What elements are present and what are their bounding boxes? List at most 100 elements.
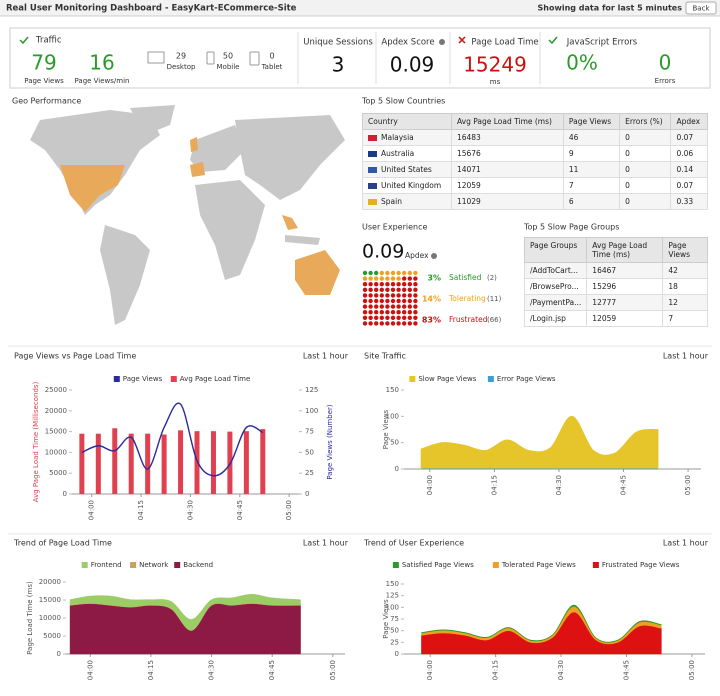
experience-dot: [379, 321, 384, 326]
experience-dot: [390, 287, 396, 292]
experience-dot: [402, 298, 407, 304]
experience-dot: [385, 298, 390, 304]
experience-dot: [362, 304, 368, 309]
cell: Australia: [362, 145, 452, 162]
line: [81, 402, 264, 477]
cell: 0: [619, 193, 672, 210]
y-axis-label: Page Load Time (ms): [26, 581, 34, 655]
x-tick-label: 04:45: [236, 500, 244, 520]
experience-count: (2): [487, 274, 497, 282]
greenland: [130, 105, 175, 135]
experience-dot: [396, 287, 401, 292]
kpi-text: 79: [31, 51, 56, 75]
south-america: [100, 225, 150, 325]
experience-dot: [396, 298, 401, 304]
back-label: Back: [693, 5, 711, 13]
kpi-text: 0%: [566, 51, 598, 75]
section-title: Top 5 Slow Countries: [361, 97, 445, 106]
chart-title: Trend of Page Load Time: [13, 539, 112, 548]
column-header: Avg Page Load Time (ms): [586, 237, 664, 263]
column-header: Errors (%): [619, 113, 672, 130]
apdex-label: Apdex: [405, 251, 429, 260]
cell: 12059: [450, 177, 564, 194]
x-tick-label: 05:00: [688, 660, 696, 680]
bar: [112, 428, 118, 494]
bar: [260, 429, 266, 494]
experience-dot: [402, 315, 407, 320]
kpi-text: JavaScript Errors: [566, 38, 638, 48]
experience-dot: [413, 282, 418, 287]
row: /PaymentPa... 12777 12: [523, 294, 708, 311]
row: /AddToCart... 16467 42: [523, 262, 708, 279]
cell: 11029: [450, 193, 564, 210]
cell: 18: [662, 278, 708, 295]
cell: 0.33: [670, 193, 708, 210]
cell: 0: [619, 161, 672, 178]
y-tick-label: 15000: [39, 596, 61, 604]
cell-text: United States: [381, 165, 432, 174]
experience-dot: [390, 293, 396, 298]
kpi-text: Errors: [655, 77, 676, 85]
cell-text: 12777: [592, 298, 617, 307]
cell-text: 42: [668, 266, 678, 275]
bar: [210, 431, 216, 494]
y-axis-label: Page Views: [382, 599, 390, 639]
y-tick-label: 0: [395, 650, 399, 658]
legend-swatch: [592, 562, 599, 568]
experience-dot: [396, 321, 401, 326]
experience-dot: [413, 270, 418, 276]
bar: [95, 433, 101, 494]
united-states: [60, 165, 125, 212]
experience-dot: [368, 315, 373, 320]
kpi-text: Page Views/min: [75, 77, 130, 85]
experience-dot: [407, 304, 412, 309]
kpi-text: Unique Sessions: [303, 38, 373, 48]
cell: 12777: [586, 294, 664, 311]
experience-dot: [379, 298, 384, 304]
column-header: Apdex: [670, 113, 708, 130]
mobile-icon: [206, 51, 215, 65]
y-tick-label: 15000: [45, 428, 67, 436]
x-tick-label: 05:00: [285, 500, 293, 520]
spain: [190, 162, 205, 177]
cell: United Kingdom: [362, 177, 452, 194]
area: [69, 603, 301, 655]
experience-dot: [379, 315, 384, 320]
x-tick-label: 04:00: [426, 660, 434, 680]
experience-dot: [385, 321, 390, 326]
y2-tick-label: 125: [305, 386, 318, 394]
back-button[interactable]: [685, 1, 717, 15]
area: [420, 415, 659, 470]
experience-dot: [379, 287, 384, 292]
cell-text: 0: [625, 181, 630, 190]
cell: 0: [619, 129, 672, 146]
cell-text: 18: [668, 282, 678, 291]
experience-dot: [413, 293, 418, 298]
experience-dot: [379, 282, 384, 287]
legend-label: Frustrated Page Views: [602, 561, 680, 569]
experience-dot: [396, 315, 401, 320]
y-tick-label: 5000: [43, 632, 61, 640]
cell-text: 12059: [456, 181, 481, 190]
experience-dot: [413, 310, 418, 315]
cell-text: 0: [625, 133, 630, 142]
experience-dot: [390, 321, 396, 326]
kpi-text: Traffic: [35, 36, 62, 46]
cell-text: 16483: [456, 133, 481, 142]
cross-icon: [458, 36, 466, 44]
bar: [194, 431, 200, 494]
cell-text: 46: [568, 133, 579, 142]
cell-text: 0.06: [676, 149, 694, 158]
experience-dot: [374, 270, 379, 276]
cell: 7: [562, 177, 621, 194]
experience-dot: [374, 304, 379, 309]
section-title: Top 5 Slow Page Groups: [523, 223, 619, 232]
experience-dot: [374, 282, 379, 287]
cell-text: 12: [668, 298, 678, 307]
experience-dot: [407, 287, 412, 292]
experience-dot: [362, 293, 368, 298]
cell: 16467: [586, 262, 664, 279]
cell-text: 6: [568, 197, 574, 206]
column-header: Page Views: [662, 237, 708, 263]
